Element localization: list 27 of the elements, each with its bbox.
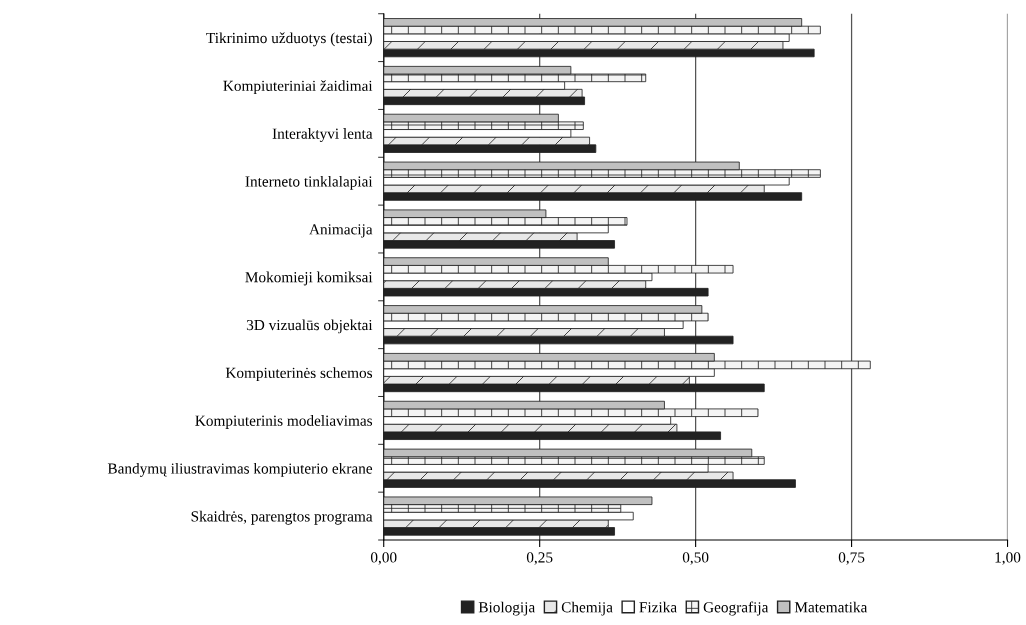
y-tick-label: Mokomieji komiksai (245, 271, 373, 286)
y-tick-label: Kompiuterinės schemos (225, 367, 373, 382)
y-tick-label: Interaktyvi lenta (272, 128, 373, 142)
y-tick-label: Tikrinimo užduotys (testai) (206, 32, 372, 47)
bar (383, 144, 597, 153)
legend-label: Matematika (794, 601, 868, 613)
bar (383, 257, 609, 266)
legend-label: Geografija (703, 601, 769, 616)
x-tick-label: 0,25 (526, 552, 553, 565)
y-tick-label: Kompiuterinis modeliavimas (195, 415, 373, 429)
legend-label: Fizika (639, 601, 677, 613)
y-tick-label: Interneto tinklalapiai (245, 175, 373, 190)
x-tick-label: 0,00 (370, 552, 397, 565)
x-tick-label: 1,00 (995, 552, 1021, 565)
y-tick-label: 3D vizualūs objektai (246, 319, 373, 334)
y-tick-label: Skaidrės, parengtos programa (191, 510, 373, 525)
y-tick-label: Animacija (309, 224, 373, 238)
legend-label: Biologija (478, 601, 535, 616)
y-tick-label: Bandymų iliustravimas kompiuterio ekrane (107, 462, 373, 477)
x-tick-label: 0,75 (838, 552, 865, 565)
y-tick-label: Kompiuteriniai žaidimai (223, 80, 373, 95)
x-tick-label: 0,50 (682, 552, 709, 565)
bar (383, 305, 703, 314)
legend-label: Chemija (561, 601, 613, 616)
bar (383, 18, 803, 27)
bar (383, 287, 709, 297)
bar (383, 496, 653, 506)
